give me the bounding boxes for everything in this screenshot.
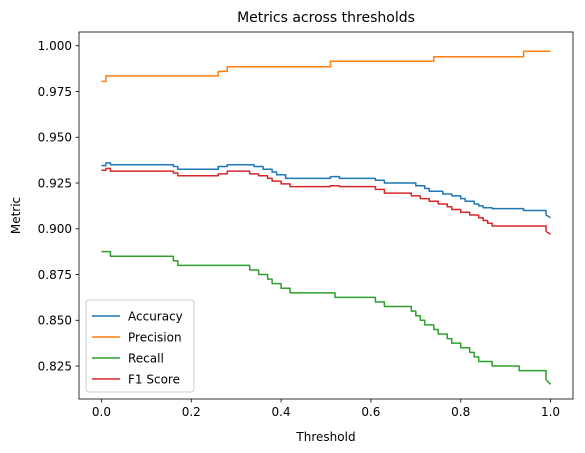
- y-tick-label: 0.975: [38, 85, 72, 99]
- plot-frame: [78, 31, 574, 400]
- x-axis-label: Threshold: [295, 430, 355, 444]
- x-tick-label: 0.4: [272, 405, 291, 419]
- y-tick-label: 0.875: [38, 268, 72, 282]
- x-tick-label: 0.2: [182, 405, 201, 419]
- legend-box: [85, 299, 195, 393]
- x-tick-label: 0.6: [361, 405, 380, 419]
- y-tick-label: 0.925: [38, 176, 72, 190]
- y-axis-ticks: 0.825 0.850 0.875 0.900 0.925 0.950 0.975 1.000: [38, 39, 79, 373]
- series-line-f1-score: [101, 167, 551, 235]
- y-axis-label: Metric: [9, 197, 23, 234]
- series-line-accuracy: [101, 162, 551, 219]
- legend-label: Precision: [128, 330, 182, 344]
- series-line-precision: [101, 50, 551, 83]
- x-tick-label: 0.0: [92, 405, 111, 419]
- x-tick-label: 1.0: [541, 405, 560, 419]
- legend-label: Accuracy: [128, 309, 183, 323]
- legend-label: F1 Score: [128, 372, 180, 386]
- y-tick-label: 0.900: [38, 222, 72, 236]
- y-tick-label: 0.825: [38, 359, 72, 373]
- series-layer: [101, 50, 552, 385]
- legend-label: Recall: [128, 351, 164, 365]
- legend: Accuracy Precision Recall F1 Score: [85, 299, 195, 393]
- series-line-recall: [101, 250, 552, 385]
- y-tick-label: 0.850: [38, 314, 72, 328]
- x-axis-ticks: 0.0 0.2 0.4 0.6 0.8 1.0: [92, 399, 560, 419]
- y-tick-label: 0.950: [38, 131, 72, 145]
- y-tick-label: 1.000: [38, 39, 72, 53]
- x-tick-label: 0.8: [451, 405, 470, 419]
- chart-title: Metrics across thresholds: [237, 10, 415, 26]
